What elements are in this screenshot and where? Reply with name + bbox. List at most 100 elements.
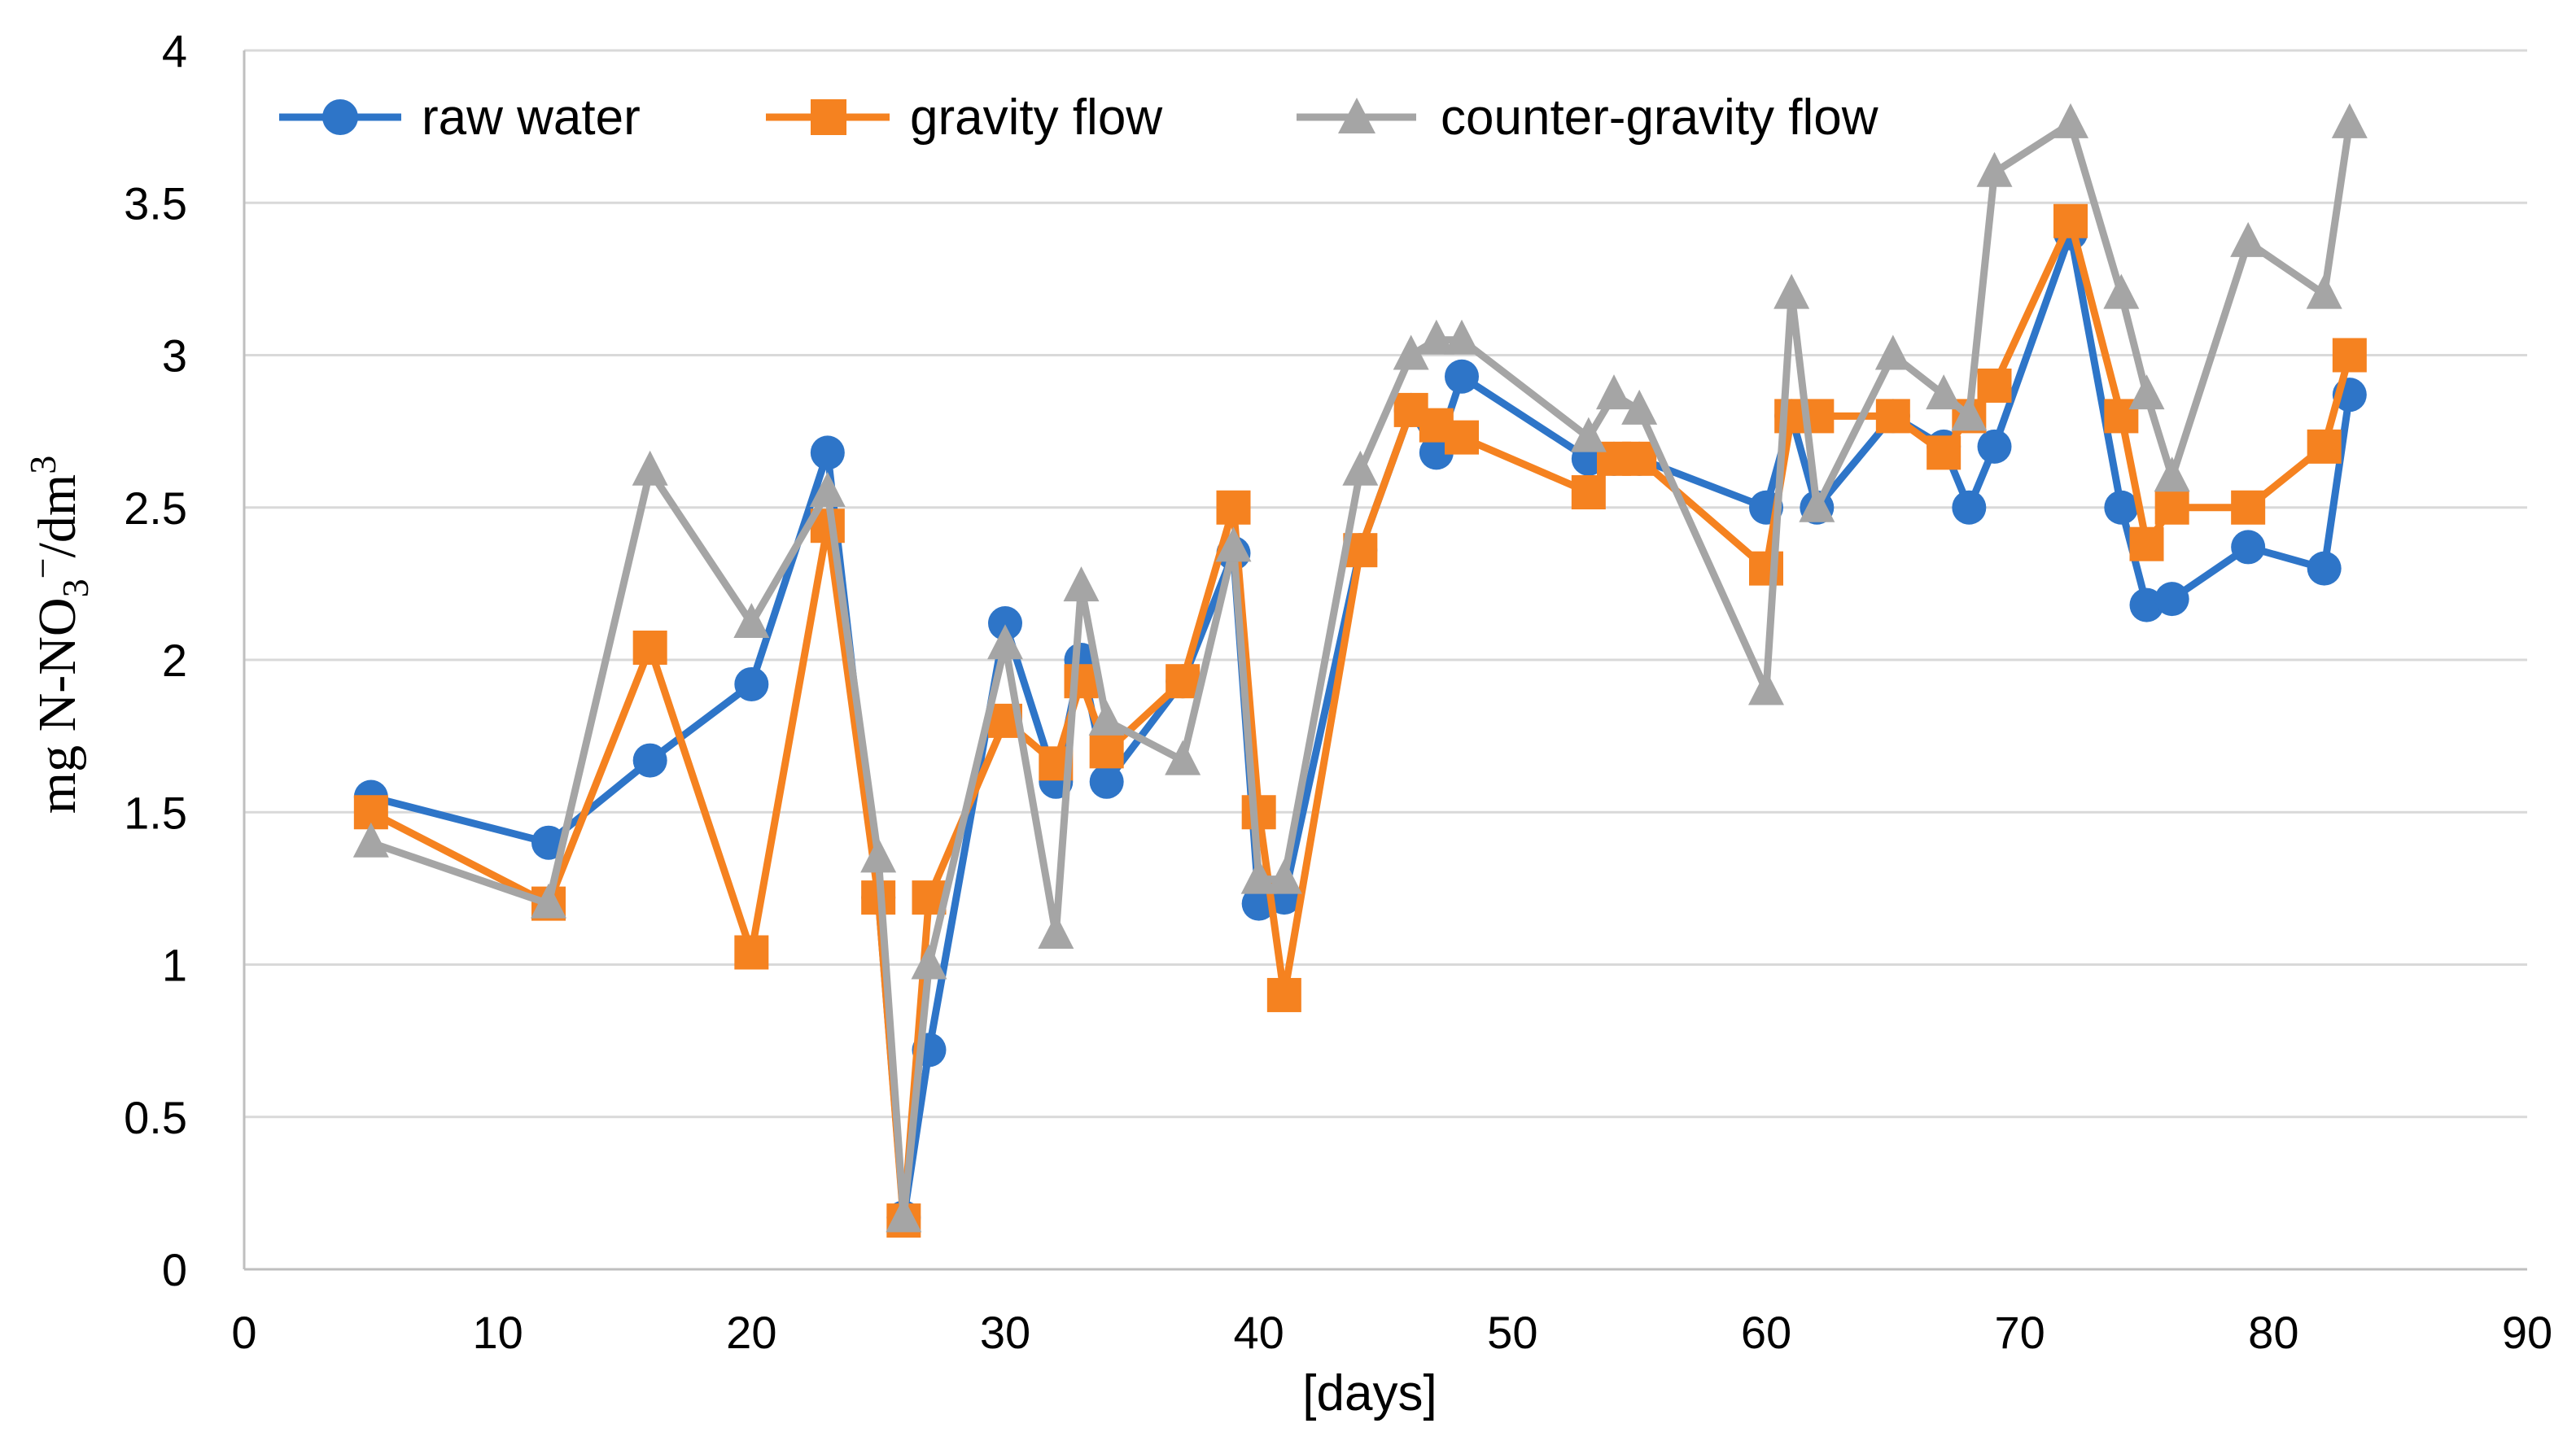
x-tick-labels: 0 10 20 30 40 50 60 70 80 90 (231, 1307, 2552, 1358)
data-point-counter-gravity-flow (987, 624, 1023, 660)
data-point-gravity-flow (2307, 429, 2342, 464)
x-tick-label: 20 (726, 1307, 776, 1358)
data-point-gravity-flow (1216, 490, 1251, 525)
y-axis-title-exponent: 3 (22, 456, 63, 474)
x-tick-label: 50 (1487, 1307, 1537, 1358)
data-point-counter-gravity-flow (1215, 526, 1252, 562)
legend-marker-gravity-flow (811, 99, 846, 135)
data-point-gravity-flow (632, 631, 667, 666)
data-point-counter-gravity-flow (886, 1197, 922, 1233)
data-point-raw-water (988, 606, 1022, 641)
legend-label-gravity-flow: gravity flow (910, 90, 1162, 146)
axes (243, 50, 2527, 1271)
y-tick-labels: 0 0.5 1 1.5 2 2.5 3 3.5 4 (124, 25, 187, 1295)
data-point-raw-water (1952, 490, 1987, 525)
series-line-raw-water (367, 229, 2354, 1221)
x-tick-label: 30 (980, 1307, 1030, 1358)
data-point-counter-gravity-flow (1748, 670, 1784, 705)
data-point-raw-water (2104, 490, 2139, 525)
series-raw-water (353, 216, 2367, 1235)
data-point-counter-gravity-flow (352, 822, 389, 858)
x-tick-label: 60 (1741, 1307, 1791, 1358)
x-tick-label: 40 (1234, 1307, 1284, 1358)
data-point-counter-gravity-flow (1570, 417, 1607, 452)
series-gravity-flow (353, 203, 2367, 1238)
x-tick-label: 70 (1995, 1307, 2045, 1358)
data-point-raw-water (2154, 582, 2189, 617)
data-point-raw-water (1445, 359, 1479, 394)
data-point-raw-water (632, 743, 667, 778)
data-point-gravity-flow (1622, 441, 1657, 476)
data-point-raw-water (1977, 429, 2012, 464)
data-point-gravity-flow (1241, 795, 1276, 830)
y-tick-label: 0 (162, 1244, 187, 1295)
legend-item-raw-water: raw water (279, 90, 641, 146)
data-point-counter-gravity-flow (2331, 103, 2368, 138)
data-point-counter-gravity-flow (911, 944, 947, 980)
data-point-counter-gravity-flow (632, 450, 668, 486)
data-point-raw-water (2231, 530, 2266, 565)
y-axis-title: mg N-NO3−/dm3 (22, 456, 96, 814)
data-point-gravity-flow (1927, 435, 1962, 470)
y-tick-label: 4 (162, 25, 187, 76)
data-point-raw-water (810, 435, 845, 470)
data-point-counter-gravity-flow (1240, 858, 1277, 894)
x-tick-label: 90 (2502, 1307, 2552, 1358)
data-point-counter-gravity-flow (1951, 395, 1988, 431)
data-point-counter-gravity-flow (1063, 566, 1100, 602)
data-point-counter-gravity-flow (2230, 221, 2267, 257)
data-point-gravity-flow (734, 935, 769, 970)
data-point-gravity-flow (2154, 490, 2189, 525)
data-point-gravity-flow (1266, 977, 1301, 1012)
data-point-gravity-flow (1089, 734, 1124, 769)
y-tick-label: 1.5 (124, 787, 187, 838)
data-point-counter-gravity-flow (1165, 740, 1201, 775)
legend-item-gravity-flow: gravity flow (766, 90, 1162, 146)
data-point-counter-gravity-flow (2103, 273, 2140, 309)
data-point-counter-gravity-flow (1266, 858, 1302, 894)
data-point-counter-gravity-flow (1773, 273, 1810, 309)
y-tick-label: 1 (162, 940, 187, 991)
y-axis-title-middle: /dm (28, 474, 87, 558)
data-point-counter-gravity-flow (1418, 319, 1454, 355)
data-point-counter-gravity-flow (1393, 334, 1429, 370)
data-point-gravity-flow (2129, 526, 2164, 561)
data-point-counter-gravity-flow (1038, 914, 1074, 950)
data-point-counter-gravity-flow (2053, 103, 2088, 138)
series-counter-gravity-flow (352, 103, 2368, 1233)
data-point-counter-gravity-flow (809, 472, 846, 508)
data-point-counter-gravity-flow (860, 837, 897, 873)
data-point-counter-gravity-flow (1088, 700, 1125, 736)
data-point-counter-gravity-flow (2154, 456, 2190, 492)
data-point-gravity-flow (2231, 490, 2266, 525)
gridlines (244, 49, 2527, 1119)
y-tick-label: 3 (162, 330, 187, 382)
series-line-gravity-flow (367, 217, 2354, 1225)
data-point-counter-gravity-flow (1976, 151, 2013, 187)
x-tick-label: 10 (473, 1307, 523, 1358)
x-tick-label: 0 (231, 1307, 256, 1358)
data-point-counter-gravity-flow (1596, 374, 1632, 410)
y-axis-title-prefix: mg N-NO (28, 597, 87, 814)
data-point-counter-gravity-flow (1621, 389, 1658, 425)
legend-label-counter-gravity-flow: counter-gravity flow (1441, 90, 1878, 146)
legend-marker-counter-gravity-flow (1338, 98, 1375, 133)
data-point-counter-gravity-flow (1926, 374, 1962, 410)
data-point-gravity-flow (2053, 203, 2088, 238)
y-axis-title-charge: − (22, 557, 63, 579)
data-point-counter-gravity-flow (1799, 487, 1835, 522)
data-point-raw-water (1089, 764, 1124, 799)
data-point-counter-gravity-flow (1874, 334, 1911, 370)
x-tick-label: 80 (2248, 1307, 2298, 1358)
legend-item-counter-gravity-flow: counter-gravity flow (1297, 90, 1878, 146)
legend-marker-raw-water (322, 99, 358, 135)
data-point-counter-gravity-flow (2306, 273, 2342, 309)
y-axis-title-subscript: 3 (55, 579, 96, 597)
data-point-counter-gravity-flow (531, 883, 566, 919)
x-axis-title: [days] (1302, 1365, 1437, 1421)
y-tick-label: 2.5 (124, 482, 187, 534)
data-point-counter-gravity-flow (1342, 450, 1379, 486)
data-point-gravity-flow (1166, 664, 1201, 699)
data-point-raw-water (2307, 551, 2342, 586)
